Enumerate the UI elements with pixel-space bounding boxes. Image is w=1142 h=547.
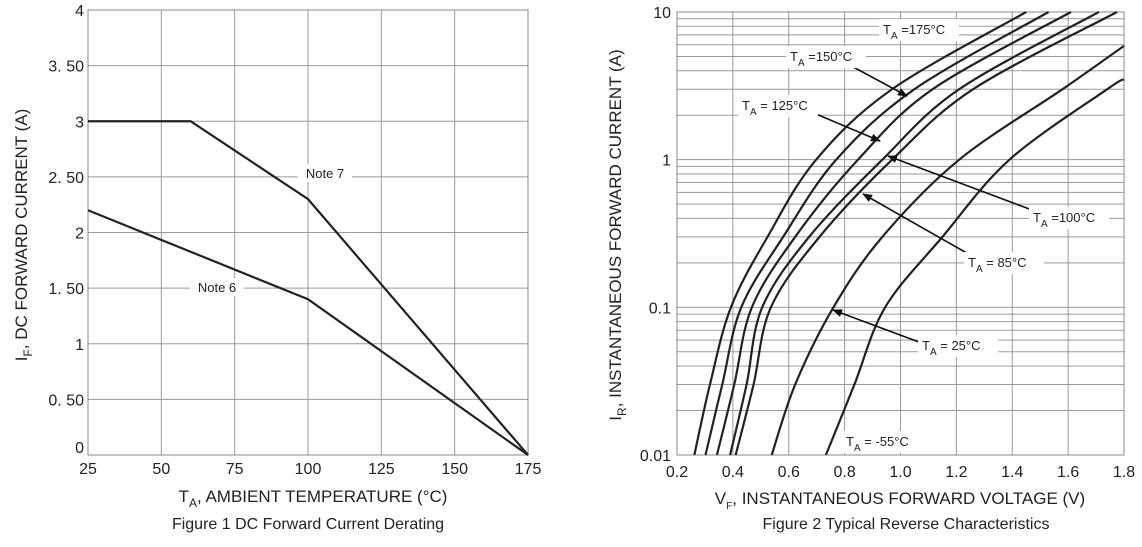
fig2-x-tick-label: 0.8 [834, 464, 856, 481]
fig1-series-label-background [298, 164, 352, 182]
fig2-series-label: TA = 85°C [968, 255, 1027, 275]
fig1-y-tick-label: 1 [75, 337, 84, 354]
fig2-series-label-background [879, 19, 959, 41]
fig1-y-tick-label: 2 [75, 226, 84, 243]
fig2-x-tick-label: 0.4 [722, 464, 744, 481]
fig2-plot-frame [676, 11, 1125, 456]
fig1-plot-frame [87, 9, 529, 456]
fig1-series-line-note-6 [87, 209, 529, 456]
label-main: T [922, 338, 930, 353]
label-sub: A [854, 443, 861, 454]
fig2-series-curve [729, 11, 1100, 456]
fig2-series-label-background [842, 431, 922, 453]
fig1-x-tick-label: 25 [79, 461, 97, 478]
fig2-x-tick-label: 0.6 [778, 464, 800, 481]
fig1-series-label: Note 7 [306, 166, 344, 181]
fig1-y-tick-label: 1. 50 [48, 281, 84, 298]
fig2-label-arrow [887, 155, 1033, 211]
label-main: T [1033, 210, 1041, 225]
fig2-label-arrow [815, 113, 881, 142]
fig2-y-tick-label: 0.01 [640, 448, 671, 465]
fig1-y-tick-label: 0. 50 [48, 392, 84, 409]
fig2-series-label: TA = 25°C [922, 338, 981, 358]
label-sub: A [930, 347, 937, 358]
fig2-caption: Figure 2 Typical Reverse Characteristics [763, 516, 1050, 533]
fig2-y-axis-title: IR, INSTANTANEOUS FORWARD CURRENT (A) [606, 49, 629, 420]
label-rest: =175°C [898, 22, 945, 37]
fig2-x-tick-label: 1.4 [1001, 464, 1023, 481]
fig2-x-axis-title: VF, INSTANTANEOUS FORWARD VOLTAGE (V) [715, 489, 1085, 512]
fig1-y-tick-label: 3 [75, 114, 84, 131]
fig2-x-tick-label: 0.2 [666, 464, 688, 481]
label-main: T [883, 22, 891, 37]
fig1-series-line-note-7 [88, 120, 529, 456]
label-rest: = -55°C [861, 434, 909, 449]
fig2-series-curve [824, 78, 1125, 456]
fig2-series-label: TA = 125°C [742, 98, 808, 118]
label-sub: A [891, 31, 898, 42]
fig1-series-label-background [190, 278, 244, 296]
fig2-series-label: TA =100°C [1033, 210, 1095, 230]
fig1-x-axis-title: TA, AMBIENT TEMPERATURE (°C) [179, 487, 448, 510]
label-rest: = 125°C [757, 98, 808, 113]
fig2-series-label: TA =150°C [790, 49, 852, 69]
label-rest: =150°C [805, 49, 852, 64]
label-sub: A [750, 107, 757, 118]
label-main: T [742, 98, 750, 113]
label-rest: = 85°C [983, 255, 1027, 270]
fig1-x-tick-label: 75 [226, 461, 244, 478]
fig2-series-label: TA =175°C [883, 22, 945, 42]
fig2-x-tick-label: 1.6 [1057, 464, 1079, 481]
label-main: T [846, 434, 854, 449]
fig1-x-tick-label: 150 [441, 461, 468, 478]
label-main: T [790, 49, 798, 64]
fig2-label-arrow [862, 193, 973, 257]
fig2-series-label-background [1029, 207, 1109, 229]
fig1-x-tick-label: 100 [295, 461, 322, 478]
fig2-series-curve [770, 44, 1125, 456]
fig2-series-label-background [964, 252, 1044, 274]
fig2-label-arrow [832, 309, 920, 343]
label-main: T [968, 255, 976, 270]
fig2-series-label-background [918, 335, 998, 357]
fig1-x-tick-label: 125 [368, 461, 395, 478]
fig2-x-tick-label: 1.8 [1113, 464, 1135, 481]
fig2-x-tick-label: 1.0 [889, 464, 911, 481]
fig2-series-curve [693, 11, 1027, 456]
fig1-y-tick-label: 4 [75, 3, 84, 20]
figure-2-forward-characteristics-chart: 0.01 0.1 1 10 0.2 0.4 0.6 0.8 1.0 1.2 1.4 1.6 1.8 TA … [640, 5, 1135, 481]
fig2-y-tick-label: 10 [653, 5, 671, 22]
label-sub: A [976, 264, 983, 275]
fig2-y-tick-label: 0.1 [649, 300, 671, 317]
fig2-x-tick-label: 1.2 [945, 464, 967, 481]
label-rest: =100°C [1048, 210, 1095, 225]
label-sub: A [1041, 219, 1048, 230]
fig2-series-label-background [786, 46, 866, 68]
fig2-series-curve [704, 11, 1050, 456]
fig1-series-label: Note 6 [198, 280, 236, 295]
fig2-y-tick-label: 1 [662, 153, 671, 170]
fig2-series-curve [734, 11, 1118, 456]
fig1-x-tick-label: 175 [515, 461, 542, 478]
fig1-y-axis-title: IF, DC FORWARD CURRENT (A) [12, 109, 35, 362]
fig2-series-label-background [738, 95, 818, 117]
fig1-y-tick-label: 2. 50 [48, 170, 84, 187]
label-sub: A [798, 58, 805, 69]
fig2-series-curve [715, 11, 1072, 456]
figure-1-derating-chart: 25 50 75 100 125 150 175 0 0. 50 1 1. 50 2 2. 50 3 3. … [48, 3, 541, 478]
fig1-y-tick-label: 0 [75, 440, 84, 457]
fig2-series-label: TA = -55°C [846, 434, 909, 454]
label-rest: = 25°C [937, 338, 981, 353]
fig1-y-tick-label: 3. 50 [48, 59, 84, 76]
fig1-x-tick-label: 50 [152, 461, 170, 478]
fig1-caption: Figure 1 DC Forward Current Derating [172, 516, 444, 533]
